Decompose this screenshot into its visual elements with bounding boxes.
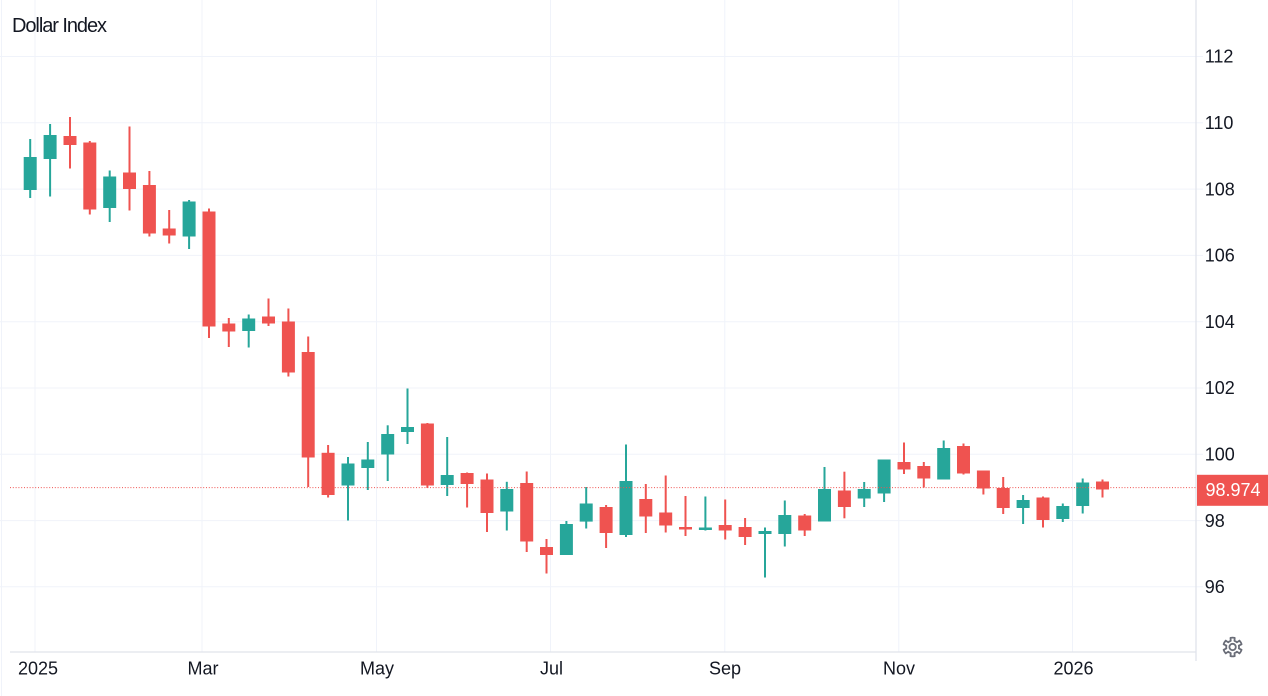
svg-text:Dollar Index: Dollar Index	[12, 15, 107, 37]
svg-text:2025: 2025	[18, 659, 58, 679]
svg-text:96: 96	[1205, 577, 1225, 597]
svg-text:112: 112	[1205, 47, 1234, 67]
svg-text:98.974: 98.974	[1206, 480, 1261, 500]
svg-text:110: 110	[1205, 113, 1234, 133]
svg-text:Jul: Jul	[540, 659, 563, 679]
svg-text:100: 100	[1205, 445, 1235, 465]
svg-text:Nov: Nov	[883, 659, 915, 679]
svg-text:104: 104	[1205, 312, 1235, 332]
svg-text:102: 102	[1205, 378, 1235, 398]
svg-text:Mar: Mar	[188, 659, 219, 679]
svg-text:98: 98	[1205, 511, 1225, 531]
svg-text:May: May	[360, 659, 394, 679]
svg-text:108: 108	[1205, 179, 1235, 199]
svg-text:Sep: Sep	[709, 659, 741, 679]
svg-text:2026: 2026	[1053, 659, 1093, 679]
svg-text:106: 106	[1205, 246, 1235, 266]
